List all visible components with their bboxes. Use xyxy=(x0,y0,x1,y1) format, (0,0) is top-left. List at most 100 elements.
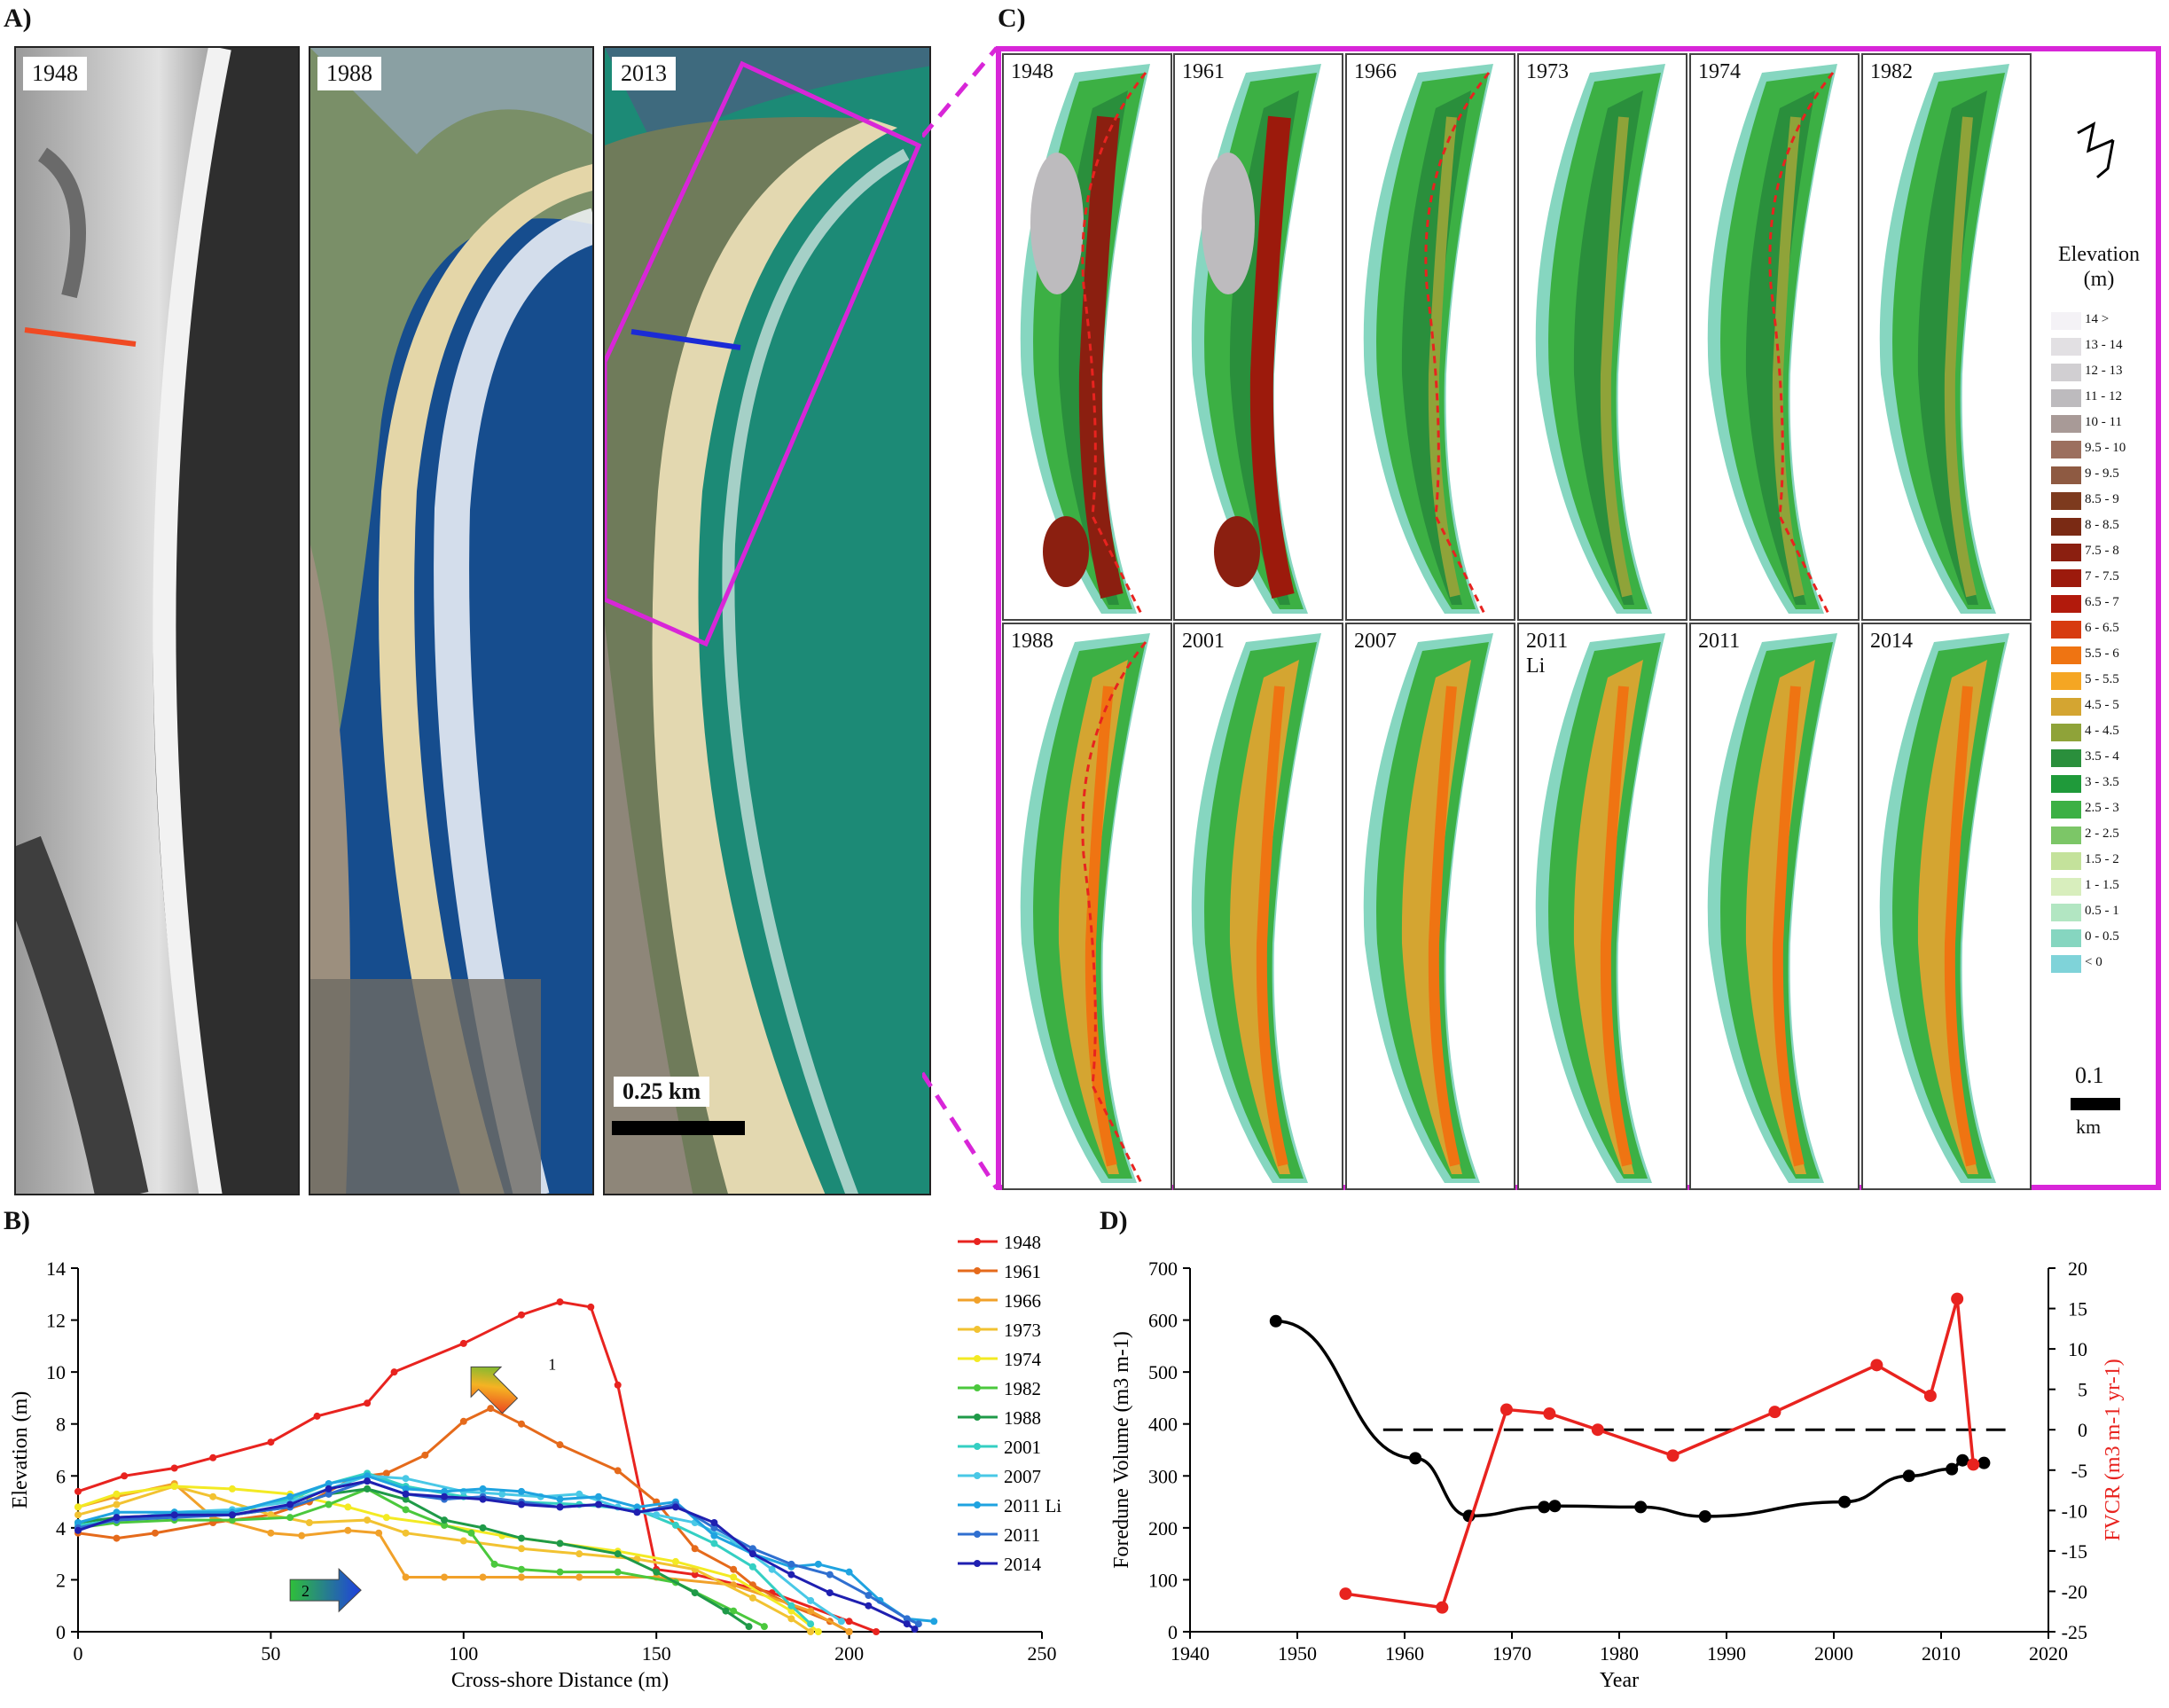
series-line-2011-li xyxy=(77,1474,935,1623)
x-tick-label: 1980 xyxy=(1600,1642,1639,1665)
data-point xyxy=(441,1573,449,1581)
data-point xyxy=(441,1493,449,1500)
legend-swatch xyxy=(2051,672,2081,690)
x-tick-label: 1970 xyxy=(1492,1642,1531,1665)
y-tick-label: 0 xyxy=(1168,1621,1178,1643)
data-point xyxy=(209,1453,217,1461)
legend-label: 4 - 4.5 xyxy=(2085,724,2119,738)
legend-swatch xyxy=(2051,441,2081,458)
legend-label: 1982 xyxy=(1004,1378,1041,1399)
data-point xyxy=(325,1485,333,1493)
x-tick-label: 1960 xyxy=(1385,1642,1424,1665)
y-tick-label: 10 xyxy=(46,1361,66,1383)
data-point xyxy=(209,1493,217,1500)
legend-marker xyxy=(974,1297,981,1304)
y-tick-label: 8 xyxy=(56,1414,66,1436)
data-point xyxy=(710,1540,718,1547)
legend-label: 0 - 0.5 xyxy=(2085,929,2119,944)
data-point xyxy=(479,1573,487,1581)
x-tick-label: 2000 xyxy=(1814,1642,1853,1665)
x-tick-label: 1950 xyxy=(1278,1642,1317,1665)
y-tick-label: 500 xyxy=(1148,1361,1178,1383)
legend-swatch xyxy=(2051,621,2081,639)
dem-map-cell: 2001 xyxy=(1173,623,1343,1190)
x-tick-label: 50 xyxy=(261,1642,280,1665)
legend-label: 9 - 9.5 xyxy=(2085,466,2119,481)
data-point xyxy=(807,1607,815,1615)
series-line-1948 xyxy=(77,1300,877,1634)
y-tick-label-right: -10 xyxy=(2062,1500,2087,1522)
dem-dune-ridge xyxy=(1600,686,1633,1167)
data-point xyxy=(487,1405,495,1413)
dem-map-graphic xyxy=(1363,633,1493,1183)
legend-marker xyxy=(974,1443,981,1450)
data-point xyxy=(873,1628,881,1635)
y-tick-label: 4 xyxy=(56,1517,66,1540)
dem-map-cell: 1982 xyxy=(1861,53,2032,621)
arrow-shape xyxy=(289,1567,362,1613)
data-point xyxy=(518,1545,526,1553)
data-point xyxy=(556,1495,564,1503)
data-point xyxy=(402,1475,410,1483)
dem-map-cell: 1966 xyxy=(1345,53,1515,621)
data-point xyxy=(691,1571,699,1579)
data-point xyxy=(364,1516,372,1524)
dem-map-cell: 1961 xyxy=(1173,53,1343,621)
data-point xyxy=(113,1508,121,1516)
data-point xyxy=(691,1589,699,1597)
data-point xyxy=(298,1532,306,1540)
y-tick-label-right: -20 xyxy=(2062,1580,2087,1602)
legend-marker xyxy=(974,1472,981,1479)
dem-map-cell: 1988 xyxy=(1002,623,1172,1190)
y-tick-label: 14 xyxy=(46,1257,66,1280)
y-tick-label: 2 xyxy=(56,1569,66,1591)
legend-swatch xyxy=(2051,646,2081,664)
annotation-label-2: 2 xyxy=(301,1582,309,1600)
y-tick-label-right: 20 xyxy=(2068,1257,2087,1280)
x-tick-label: 0 xyxy=(74,1642,83,1665)
data-point xyxy=(1967,1458,1980,1471)
data-point xyxy=(865,1592,873,1599)
dem-high-patch xyxy=(1043,516,1089,587)
legend-swatch xyxy=(2051,724,2081,741)
panel-label-b: B) xyxy=(4,1206,30,1235)
dem-year-label: 2007 xyxy=(1351,630,1400,654)
annotation-label-1: 1 xyxy=(548,1355,556,1373)
dem-map-graphic xyxy=(1363,64,1493,615)
aerial-photo-1988: 1988 xyxy=(309,46,594,1195)
y-axis-label-right: FVCR (m3 m-1 yr-1) xyxy=(2102,1359,2125,1541)
data-point xyxy=(459,1339,467,1347)
dem-year-label: 2011 xyxy=(1695,630,1744,654)
north-arrow-icon xyxy=(2077,121,2115,179)
data-point xyxy=(113,1514,121,1522)
data-point xyxy=(576,1573,583,1581)
data-point xyxy=(74,1487,82,1495)
data-point xyxy=(74,1511,82,1519)
series-line-1973 xyxy=(77,1485,811,1634)
dem-1948-dune-outline xyxy=(1424,72,1491,615)
data-point xyxy=(1923,1389,1937,1402)
data-point xyxy=(479,1524,487,1532)
legend-row: 7.5 - 8 xyxy=(2051,542,2157,564)
dem-map-cell: 1973 xyxy=(1517,53,1687,621)
data-point xyxy=(344,1526,352,1534)
data-point xyxy=(614,1467,622,1475)
dem-map-cell: 1948 xyxy=(1002,53,1172,621)
data-point xyxy=(313,1412,321,1420)
data-point xyxy=(170,1511,178,1519)
dem-map-graphic xyxy=(1707,64,1837,615)
dem-high-patch xyxy=(1030,153,1084,294)
legend-row: 4 - 4.5 xyxy=(2051,722,2157,744)
data-point xyxy=(286,1500,294,1508)
legend-label: 0.5 - 1 xyxy=(2085,904,2119,918)
data-point xyxy=(748,1563,756,1571)
data-point xyxy=(691,1545,699,1553)
legend-row: 2 - 2.5 xyxy=(2051,825,2157,847)
series-line-foredune-volume xyxy=(1275,1319,1985,1518)
data-point xyxy=(305,1519,313,1526)
data-point xyxy=(1500,1403,1513,1416)
data-point xyxy=(865,1602,873,1610)
dem-dune-ridge xyxy=(1944,686,1977,1167)
x-axis-label: Cross-shore Distance (m) xyxy=(451,1669,669,1692)
data-point xyxy=(787,1571,795,1579)
